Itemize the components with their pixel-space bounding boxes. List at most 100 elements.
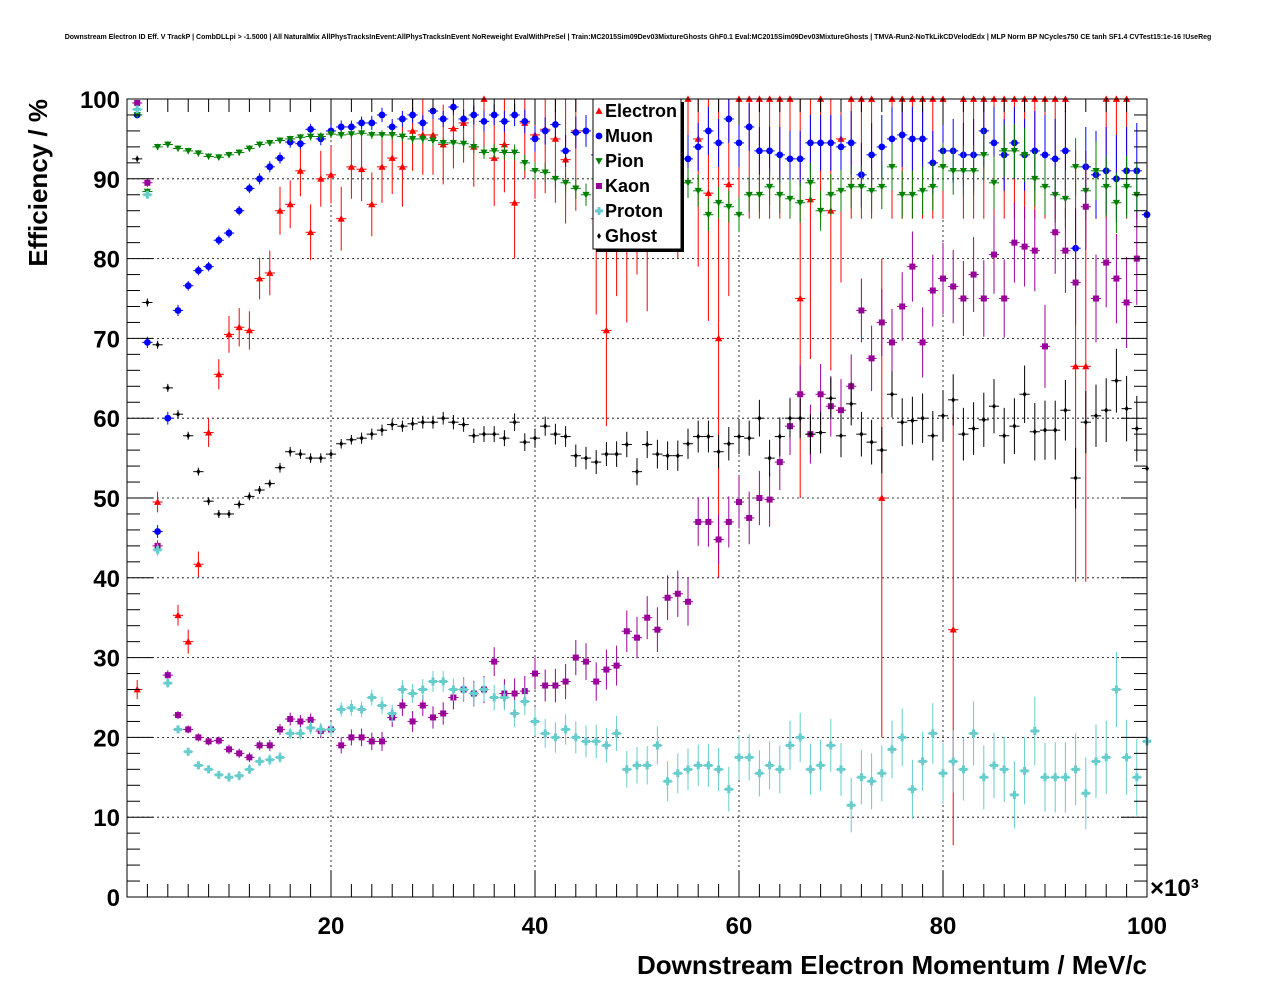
data-point-pion [409,136,417,143]
data-point-muon [399,115,406,123]
legend-box [592,98,682,250]
data-point-ghost [308,455,313,462]
data-point-muon [817,139,824,147]
data-point-ghost [1083,419,1088,426]
data-point-pion [806,179,814,187]
data-point-ghost [1124,405,1129,412]
data-point-kaon [1103,259,1110,266]
data-point-ghost [1022,391,1027,398]
data-point-pion [296,134,304,141]
data-point-ghost [1012,423,1017,430]
data-point-ghost [492,431,497,438]
data-point-kaon [756,495,763,501]
data-point-kaon [980,295,987,302]
data-point-muon [256,175,263,183]
data-point-proton [551,733,560,742]
data-point-electron [256,274,264,282]
data-point-pion [735,211,743,219]
data-point-kaon [634,634,640,641]
data-point-proton [735,753,743,762]
data-point-pion [154,144,162,151]
data-point-kaon [776,459,783,466]
data-point-proton [1030,727,1039,736]
data-point-proton [1000,765,1009,774]
data-point-muon [409,111,416,119]
data-point-ghost [502,435,507,442]
data-point-pion [470,144,478,151]
legend-label-pion: Pion [605,151,644,171]
data-point-ghost [482,431,486,438]
data-point-proton [826,741,835,750]
data-point-muon [715,139,722,147]
data-point-kaon [1021,243,1028,250]
data-point-pion [990,179,998,187]
data-point-proton [582,737,590,746]
data-point-muon [358,119,365,127]
data-point-kaon [603,666,610,673]
data-point-proton [133,105,142,114]
x-axis-title: Downstream Electron Momentum / MeV/c [637,950,1147,980]
data-point-electron [235,323,243,331]
data-point-kaon [1123,299,1130,306]
data-point-kaon [185,726,192,733]
data-point-kaon [838,407,844,414]
data-point-muon [184,282,192,290]
data-point-muon [174,307,182,314]
data-point-ghost [1043,427,1047,434]
data-point-electron [602,326,610,334]
data-point-electron [949,626,957,633]
data-point-ghost [675,452,680,459]
data-point-muon [562,147,569,155]
data-point-ghost [288,448,293,455]
data-point-pion [1072,163,1080,171]
data-point-proton [847,801,856,810]
data-point-proton [867,777,876,786]
data-point-proton [449,685,458,694]
data-point-kaon [613,662,620,669]
data-point-muon [368,119,376,127]
data-point-electron [715,334,723,342]
data-point-proton [143,190,152,199]
data-point-pion [919,187,927,195]
data-point-proton [408,689,417,698]
data-point-ghost [533,435,537,442]
data-point-pion [531,167,539,175]
data-point-ghost [706,433,711,440]
data-point-muon [246,184,253,192]
data-point-kaon [1113,275,1120,282]
data-point-proton [928,729,937,738]
data-point-proton [510,709,519,718]
data-point-pion [1041,183,1049,191]
data-point-muon [807,139,814,147]
data-point-kaon [368,738,375,745]
data-point-proton [959,765,968,774]
data-point-kaon [644,614,651,621]
data-point-kaon [940,275,946,282]
data-point-proton [1081,789,1090,798]
data-point-electron [276,207,284,214]
data-point-ghost [206,498,211,505]
data-point-ghost [1073,475,1078,482]
data-point-ghost [655,451,660,458]
data-point-ghost [890,391,894,398]
data-point-electron [878,494,886,501]
data-point-ghost [390,421,395,428]
data-point-proton [673,769,682,778]
data-point-proton [877,769,886,778]
data-point-ghost [349,436,354,443]
data-point-pion [970,167,978,175]
data-point-pion [184,147,192,155]
data-point-ghost [849,400,854,407]
data-point-pion [266,140,274,147]
data-point-proton [520,697,529,706]
data-point-electron [266,269,274,276]
data-point-pion [347,131,355,138]
data-point-ghost [369,431,374,438]
data-point-electron [1072,362,1080,370]
data-point-pion [796,199,804,207]
data-point-ghost [441,415,446,422]
data-point-kaon [858,307,865,314]
data-point-ghost [788,415,792,422]
data-point-kaon [1072,279,1079,286]
data-point-proton [806,765,815,774]
